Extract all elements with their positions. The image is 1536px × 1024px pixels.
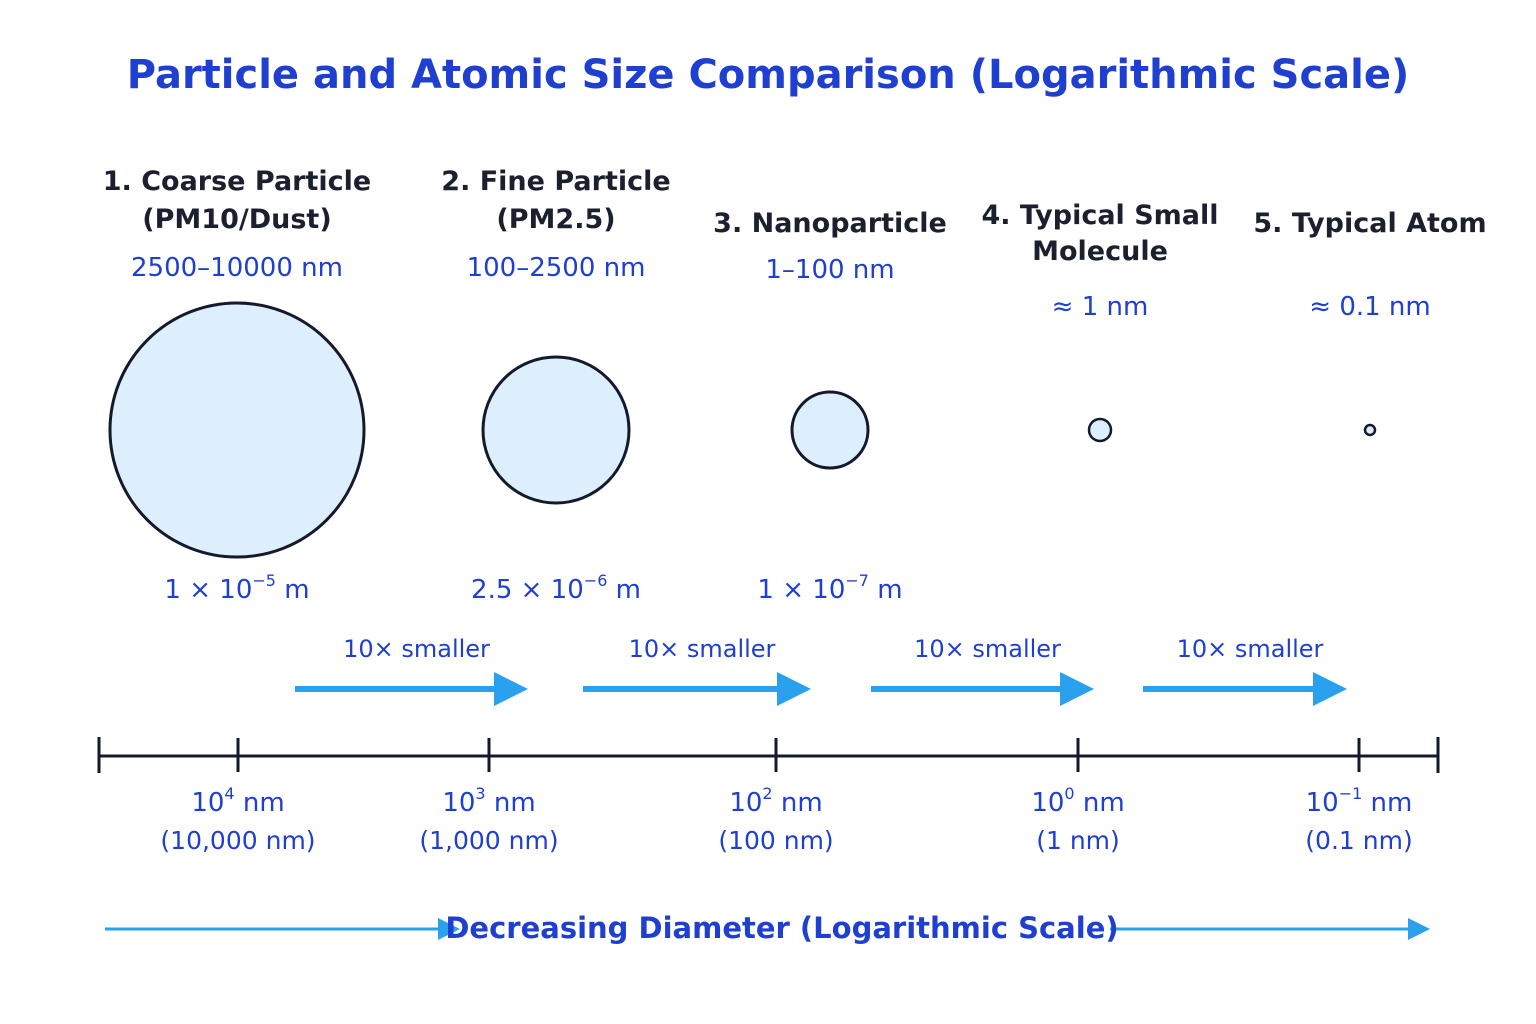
particle-diameter-meters-unit: m xyxy=(869,575,903,605)
particle-diameter-meters-base: 1 × 10 xyxy=(164,575,252,605)
particle-diameter-meters: 2.5 × 10−6 m xyxy=(471,571,641,605)
axis-tick-label-unit: nm xyxy=(1362,788,1412,818)
particle-size-range: 2500–10000 nm xyxy=(131,253,343,283)
step-label: 10× smaller xyxy=(914,635,1061,663)
step-arrow xyxy=(295,672,528,706)
axis-tick-label: 102 nm xyxy=(729,784,822,818)
footer-arrow-left xyxy=(105,918,460,940)
step-arrow-head xyxy=(494,672,528,706)
axis-tick-label: 104 nm xyxy=(191,784,284,818)
particle-diameter-meters-exponent: −5 xyxy=(252,571,276,590)
axis-tick-label-base: 10 xyxy=(442,788,475,818)
particle-name-line: 5. Typical Atom xyxy=(1253,208,1486,239)
particle-name-line: (PM2.5) xyxy=(496,204,615,235)
particle-diameter-meters-unit: m xyxy=(607,575,641,605)
axis-tick-label-unit: nm xyxy=(773,788,823,818)
particle-diameter-meters-exponent: −6 xyxy=(584,571,608,590)
axis-tick-label-base: 10 xyxy=(1306,788,1339,818)
axis-tick-label-exponent: 2 xyxy=(762,784,772,803)
footer-caption: Decreasing Diameter (Logarithmic Scale) xyxy=(445,911,1118,945)
particle-circle xyxy=(790,390,870,470)
step-arrow xyxy=(871,672,1094,706)
step-label: 10× smaller xyxy=(1177,635,1324,663)
axis-tick-label: 10−1 nm xyxy=(1306,784,1413,818)
particle-size-range: ≈ 0.1 nm xyxy=(1309,292,1430,322)
axis-tick-label-unit: nm xyxy=(235,788,285,818)
particle-name-line: 3. Nanoparticle xyxy=(713,208,947,239)
footer-arrow-left-head xyxy=(438,918,460,940)
footer-arrow-right-head xyxy=(1408,918,1430,940)
particle-name-line: 4. Typical Small xyxy=(981,200,1218,231)
step-arrow-head xyxy=(1313,672,1347,706)
axis-tick-sublabel: (10,000 nm) xyxy=(160,826,315,855)
particle-name-line: (PM10/Dust) xyxy=(142,204,331,235)
footer-arrow-right xyxy=(1110,918,1430,940)
particle-name-line: 1. Coarse Particle xyxy=(103,166,371,197)
axis-tick-label-unit: nm xyxy=(486,788,536,818)
step-arrow xyxy=(583,672,811,706)
axis-tick-label-unit: nm xyxy=(1075,788,1125,818)
axis-tick-label-base: 10 xyxy=(1031,788,1064,818)
axis-tick-label: 103 nm xyxy=(442,784,535,818)
particle-diameter-meters: 1 × 10−7 m xyxy=(757,571,902,605)
particle-name-line: Molecule xyxy=(1032,236,1168,267)
particle-circle xyxy=(1087,417,1113,443)
axis-tick-label-exponent: 0 xyxy=(1064,784,1074,803)
particle-diameter-meters-base: 2.5 × 10 xyxy=(471,575,584,605)
particle-circle xyxy=(108,301,366,559)
particle-diameter-meters-exponent: −7 xyxy=(845,571,869,590)
axis-tick-sublabel: (0.1 nm) xyxy=(1305,826,1412,855)
page-title: Particle and Atomic Size Comparison (Log… xyxy=(127,52,1410,98)
step-arrow-head xyxy=(1060,672,1094,706)
axis-tick-label-exponent: −1 xyxy=(1339,784,1363,803)
particle-name-line: 2. Fine Particle xyxy=(441,166,670,197)
axis-tick-label-exponent: 3 xyxy=(475,784,485,803)
step-label: 10× smaller xyxy=(343,635,490,663)
particle-diameter-meters-unit: m xyxy=(276,575,310,605)
step-arrow-head xyxy=(777,672,811,706)
particle-size-range: ≈ 1 nm xyxy=(1052,292,1149,322)
step-label: 10× smaller xyxy=(629,635,776,663)
axis-tick-label-base: 10 xyxy=(729,788,762,818)
step-arrow xyxy=(1143,672,1347,706)
axis-tick-sublabel: (1,000 nm) xyxy=(419,826,558,855)
axis-tick-label-base: 10 xyxy=(191,788,224,818)
particle-size-range: 100–2500 nm xyxy=(467,253,646,283)
axis-tick-label-exponent: 4 xyxy=(224,784,234,803)
axis-tick-sublabel: (1 nm) xyxy=(1036,826,1120,855)
axis-tick-label: 100 nm xyxy=(1031,784,1124,818)
axis-tick-sublabel: (100 nm) xyxy=(718,826,833,855)
particle-circle xyxy=(1363,423,1377,437)
particle-circle xyxy=(481,355,631,505)
particle-diameter-meters-base: 1 × 10 xyxy=(757,575,845,605)
particle-diameter-meters: 1 × 10−5 m xyxy=(164,571,309,605)
particle-size-range: 1–100 nm xyxy=(765,255,894,285)
